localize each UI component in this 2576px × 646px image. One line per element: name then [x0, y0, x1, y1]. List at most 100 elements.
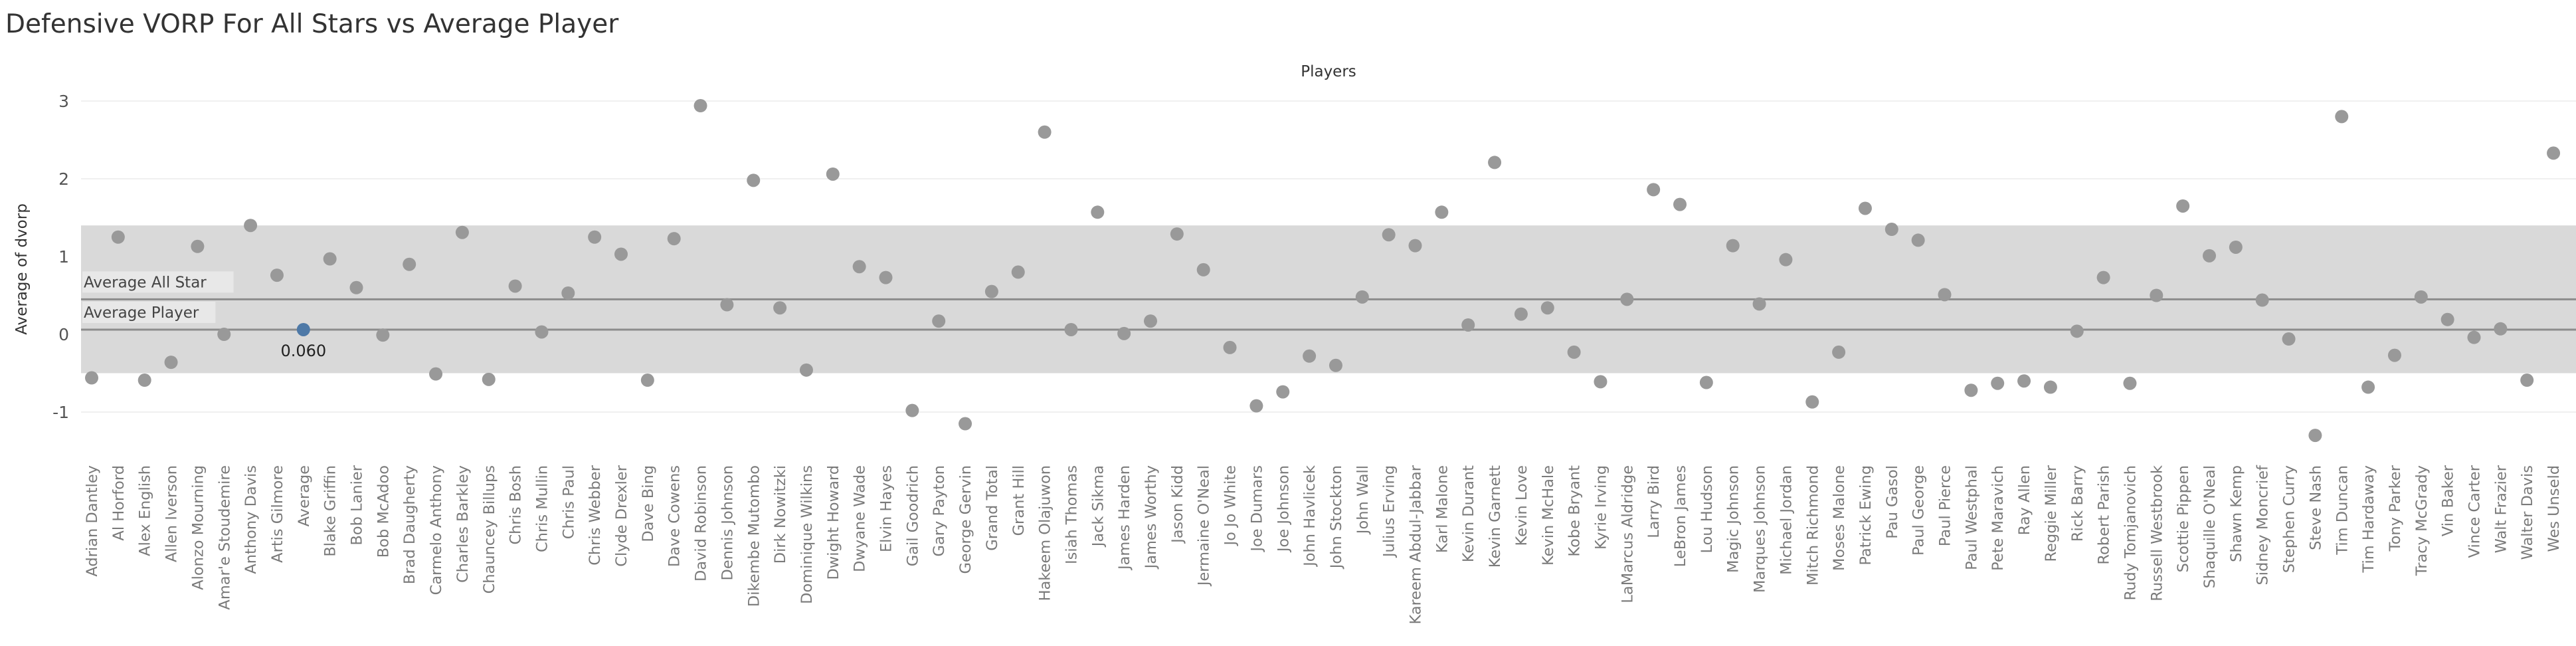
data-point[interactable] [720, 298, 734, 312]
data-point[interactable] [2467, 330, 2481, 344]
data-point[interactable] [1144, 314, 1157, 328]
data-point[interactable] [2282, 332, 2296, 346]
data-point[interactable] [1196, 263, 1210, 276]
data-point[interactable] [349, 280, 363, 294]
data-point[interactable] [1911, 233, 1925, 247]
data-point[interactable] [217, 328, 231, 341]
data-point[interactable] [1355, 290, 1369, 304]
data-point[interactable] [455, 225, 469, 239]
data-point[interactable] [164, 356, 178, 370]
data-point[interactable] [2387, 348, 2401, 362]
data-point[interactable] [1488, 156, 1502, 169]
data-point[interactable] [799, 363, 813, 377]
data-point[interactable] [2150, 288, 2163, 302]
data-point[interactable] [1170, 227, 1184, 241]
data-point[interactable] [2520, 374, 2534, 387]
data-point[interactable] [2229, 240, 2243, 254]
data-point[interactable] [2414, 290, 2428, 304]
data-point[interactable] [826, 167, 840, 181]
data-point[interactable] [482, 372, 496, 386]
data-point[interactable] [2440, 312, 2454, 326]
data-point[interactable] [852, 260, 866, 274]
data-point[interactable] [2017, 374, 2031, 388]
data-point[interactable] [640, 374, 654, 387]
data-point[interactable] [244, 219, 258, 233]
data-point[interactable] [1752, 297, 1766, 311]
data-point[interactable] [535, 325, 549, 339]
data-point[interactable] [1832, 345, 1846, 359]
data-point[interactable] [2070, 324, 2084, 338]
x-tick-label: Dirk Nowitzki [772, 465, 789, 564]
data-point[interactable] [1461, 318, 1475, 332]
data-point[interactable] [588, 230, 602, 244]
data-point[interactable] [111, 230, 125, 244]
data-point[interactable] [2255, 293, 2269, 307]
data-point[interactable] [1038, 125, 1052, 139]
data-point[interactable] [2096, 270, 2110, 284]
data-point[interactable] [2308, 429, 2322, 443]
data-point[interactable] [1540, 301, 1554, 315]
data-point[interactable] [85, 371, 98, 385]
data-point[interactable] [1699, 376, 1713, 389]
data-point[interactable] [1117, 326, 1131, 340]
x-tick-label: Tim Hardaway [2360, 465, 2377, 574]
data-point[interactable] [1594, 375, 1608, 389]
data-point[interactable] [1567, 345, 1581, 359]
data-point[interactable] [270, 269, 284, 282]
data-point[interactable] [905, 403, 919, 417]
data-point[interactable] [1938, 288, 1952, 302]
data-point[interactable] [1673, 197, 1687, 211]
data-point[interactable] [1514, 307, 1528, 321]
data-point[interactable] [1064, 322, 1078, 336]
data-point[interactable] [429, 367, 443, 381]
data-point[interactable] [693, 99, 707, 113]
data-point[interactable] [1964, 383, 1978, 397]
data-point[interactable] [1382, 228, 1396, 242]
data-point[interactable] [1620, 292, 1634, 306]
data-point[interactable] [1011, 265, 1025, 279]
data-point[interactable] [1779, 253, 1793, 267]
data-point[interactable] [1435, 205, 1449, 219]
x-tick-label: Chauncey Billups [481, 465, 498, 593]
data-point[interactable] [1303, 349, 1317, 363]
highlighted-point[interactable] [296, 322, 310, 336]
data-point[interactable] [561, 286, 575, 300]
data-point[interactable] [879, 270, 893, 284]
data-point[interactable] [1991, 376, 2005, 390]
data-point[interactable] [1091, 205, 1105, 219]
data-point[interactable] [984, 284, 998, 298]
data-point[interactable] [508, 279, 522, 293]
data-point[interactable] [2043, 380, 2057, 394]
data-point[interactable] [138, 374, 151, 387]
data-point[interactable] [667, 232, 681, 246]
data-point[interactable] [1276, 385, 1290, 399]
data-point[interactable] [2547, 146, 2561, 160]
data-point[interactable] [1647, 183, 1661, 197]
data-point[interactable] [2203, 249, 2216, 263]
data-point[interactable] [1408, 239, 1422, 253]
data-point[interactable] [2335, 110, 2349, 124]
data-point[interactable] [1726, 239, 1740, 253]
data-point[interactable] [323, 252, 337, 266]
data-point[interactable] [1223, 340, 1237, 354]
data-point[interactable] [2176, 199, 2190, 213]
data-point[interactable] [376, 328, 390, 342]
data-point[interactable] [2494, 322, 2508, 336]
data-point[interactable] [1249, 399, 1263, 413]
data-point[interactable] [932, 314, 946, 328]
data-point[interactable] [191, 239, 205, 253]
data-point[interactable] [1805, 395, 1819, 409]
x-tick-label: Julius Erving [1381, 465, 1398, 558]
x-tick-label: Ray Allen [2016, 465, 2033, 535]
data-point[interactable] [747, 173, 761, 187]
data-point[interactable] [1858, 201, 1872, 215]
data-point[interactable] [2123, 376, 2137, 390]
data-point[interactable] [403, 257, 416, 271]
data-point[interactable] [959, 417, 972, 431]
x-tick-label: Bob McAdoo [375, 465, 392, 558]
data-point[interactable] [773, 301, 787, 315]
data-point[interactable] [1329, 358, 1342, 372]
data-point[interactable] [1885, 223, 1898, 237]
data-point[interactable] [2361, 380, 2375, 394]
data-point[interactable] [614, 247, 628, 261]
